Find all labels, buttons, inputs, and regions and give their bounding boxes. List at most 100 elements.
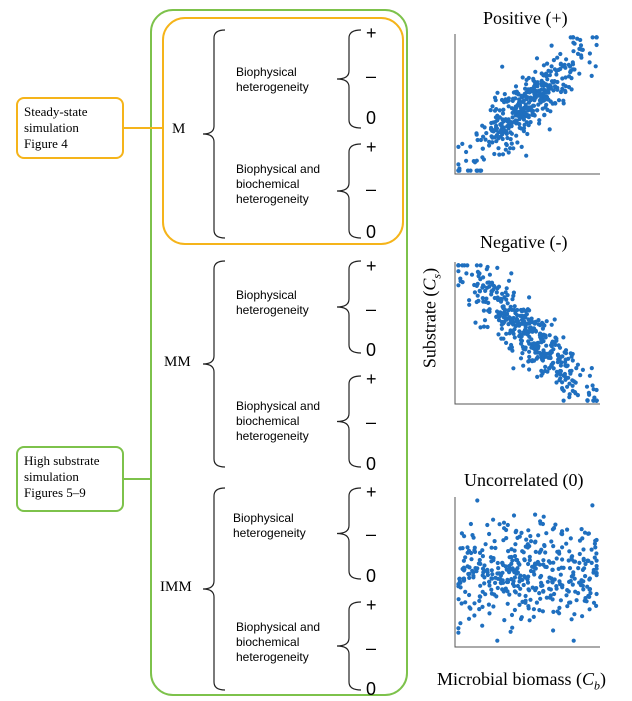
scatter-point [467, 302, 472, 307]
scatter-point [502, 526, 507, 531]
scatter-point [594, 35, 599, 40]
scatter-plot-negative [454, 262, 600, 405]
scatter-point [558, 51, 563, 57]
heterogeneity-line: Biophysical and [236, 620, 321, 634]
scatter-point [593, 545, 598, 550]
scatter-point [526, 587, 531, 592]
scatter-point [482, 581, 487, 586]
scatter-point [511, 290, 516, 295]
scatter-point [495, 286, 500, 291]
scatter-point [520, 318, 526, 323]
scatter-point [464, 149, 469, 155]
scatter-point [471, 535, 476, 540]
scatter-point [504, 331, 509, 336]
scatter-point [516, 560, 521, 566]
scatter-point [511, 366, 516, 371]
scatter-point [467, 571, 472, 576]
scatter-point [489, 120, 494, 126]
scatter-point [509, 612, 515, 618]
scatter-point [541, 558, 546, 563]
scatter-point [575, 393, 581, 398]
scatter-point [526, 123, 531, 128]
y-axis-close: ) [419, 267, 440, 274]
scatter-point [551, 58, 557, 63]
scatter-point [525, 332, 530, 337]
scatter-point [460, 141, 465, 146]
scatter-point [491, 287, 496, 292]
scatter-point [456, 597, 461, 602]
scatter-point [521, 129, 527, 134]
scatter-point [541, 514, 546, 519]
scatter-point [472, 601, 477, 606]
scatter-point [592, 395, 597, 400]
scatter-point [523, 325, 528, 330]
scatter-point [539, 368, 544, 373]
scatter-point [527, 354, 532, 359]
sign-label: 0 [366, 222, 377, 242]
scatter-point [535, 108, 540, 113]
scatter-point [527, 329, 532, 334]
model-label-imm: IMM [160, 579, 192, 595]
scatter-point [551, 544, 556, 549]
scatter-point [545, 61, 550, 66]
scatter-point [523, 593, 528, 599]
scatter-point [522, 111, 528, 116]
scatter-point [481, 570, 486, 575]
scatter-point [581, 587, 586, 592]
group-brace [336, 601, 362, 691]
scatter-point [587, 607, 592, 612]
scatter-point [491, 604, 496, 609]
scatter-point [526, 561, 531, 567]
scatter-point [505, 135, 510, 141]
scatter-point [525, 131, 530, 137]
scatter-point [480, 623, 485, 628]
scatter-point [458, 621, 463, 626]
scatter-point [566, 375, 571, 380]
scatter-point [512, 583, 517, 589]
scatter-point [559, 360, 564, 365]
scatter-point [467, 565, 472, 570]
scatter-point [575, 362, 581, 367]
scatter-point [480, 146, 485, 151]
scatter-point [560, 557, 565, 562]
scatter-point [578, 43, 584, 48]
scatter-point [548, 69, 554, 74]
scatter-point [526, 115, 531, 120]
scatter-point [594, 42, 599, 48]
scatter-point [518, 616, 524, 622]
scatter-point [549, 322, 554, 327]
scatter-point [577, 71, 582, 76]
scatter-point [494, 107, 499, 112]
scatter-point [532, 84, 537, 90]
scatter-point [474, 263, 479, 268]
scatter-point [502, 92, 507, 97]
plot-title-positive: Positive (+) [483, 8, 568, 28]
scatter-point [527, 321, 532, 326]
scatter-point [540, 609, 546, 614]
scatter-point [535, 374, 540, 379]
y-axis-subscript: s [429, 273, 444, 279]
scatter-point [521, 117, 527, 122]
scatter-point [555, 79, 560, 85]
scatter-point [552, 591, 557, 597]
scatter-point [471, 573, 476, 578]
scatter-point [517, 125, 522, 130]
scatter-point [536, 533, 541, 538]
scatter-point [554, 369, 560, 374]
y-axis-text: Substrate ( [419, 290, 440, 369]
scatter-point [530, 112, 535, 117]
scatter-point [478, 137, 483, 143]
scatter-point [570, 358, 575, 363]
scatter-point [507, 331, 512, 336]
scatter-point [504, 99, 510, 104]
scatter-point [485, 280, 490, 285]
scatter-point [589, 560, 594, 566]
sign-label: – [366, 299, 377, 319]
scatter-point [555, 353, 561, 358]
scatter-point [555, 55, 560, 60]
scatter-point [565, 527, 570, 532]
scatter-point [459, 601, 464, 606]
scatter-point [505, 522, 510, 528]
scatter-point [456, 269, 461, 274]
scatter-point [509, 141, 514, 146]
